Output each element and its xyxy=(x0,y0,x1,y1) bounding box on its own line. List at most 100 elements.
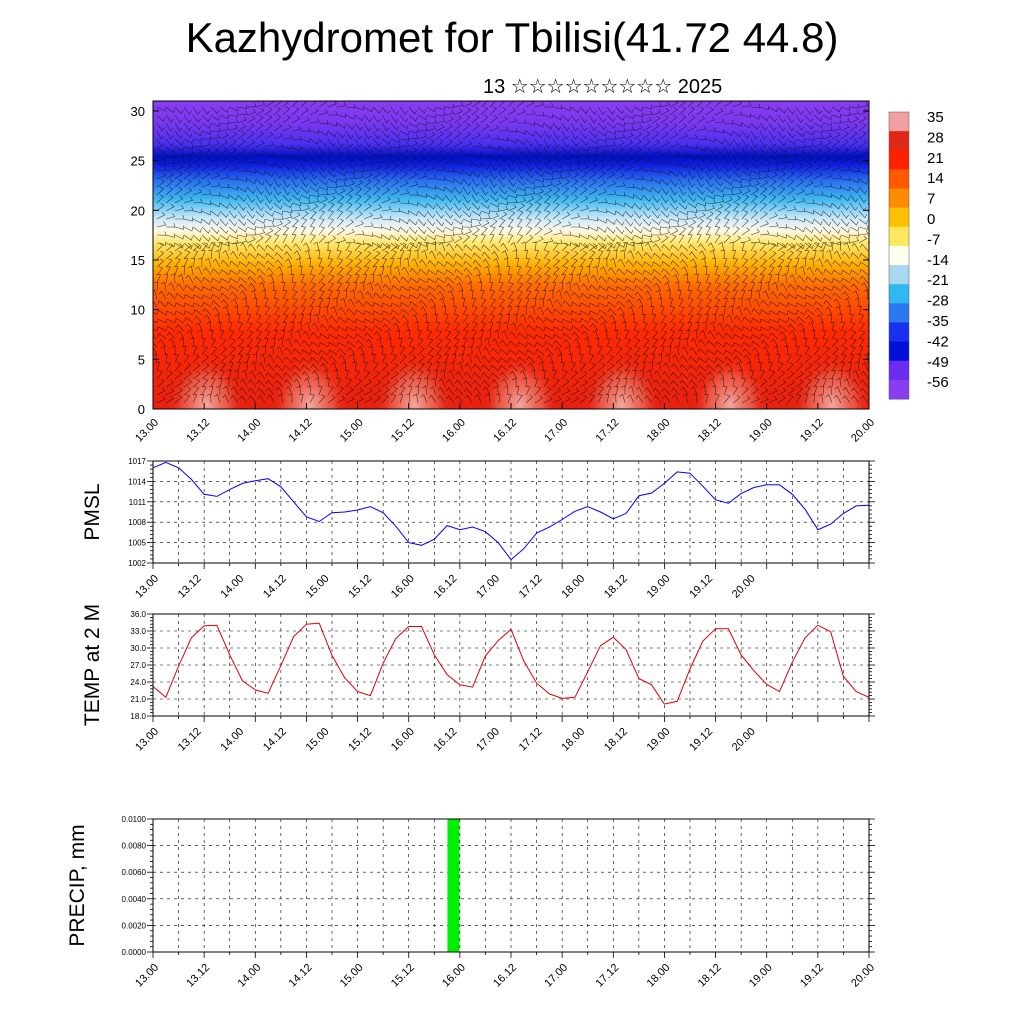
wind-barb xyxy=(419,259,428,268)
wind-barb xyxy=(660,178,670,186)
colorbar-label: 0 xyxy=(927,211,935,228)
wind-barb xyxy=(156,130,165,140)
wind-barb xyxy=(210,139,220,148)
wind-barb xyxy=(246,322,253,332)
wind-barb xyxy=(561,114,571,122)
wind-barb xyxy=(327,122,337,127)
wind-barb xyxy=(220,259,230,268)
y-tick-label: 1017 xyxy=(128,457,146,466)
wind-barb xyxy=(624,106,634,114)
wind-barb xyxy=(741,274,749,284)
x-tick-label: 16.00 xyxy=(440,962,468,990)
wind-barb xyxy=(354,186,363,196)
wind-barb xyxy=(277,393,284,404)
wind-barb xyxy=(364,318,374,324)
wind-barb xyxy=(328,333,338,340)
wind-barb xyxy=(480,298,487,308)
wind-barb xyxy=(813,370,821,380)
wind-barb xyxy=(430,305,437,316)
wind-barb xyxy=(355,299,365,308)
wind-barb xyxy=(175,317,185,324)
wind-barb xyxy=(417,346,425,356)
wind-barb xyxy=(575,273,581,284)
wind-barb xyxy=(156,172,166,180)
wind-barb xyxy=(525,282,533,292)
wind-barb xyxy=(437,290,446,300)
wind-barb xyxy=(768,370,776,380)
wind-barb xyxy=(822,218,832,227)
wind-barb xyxy=(292,348,302,356)
wind-barb xyxy=(175,324,185,332)
wind-barb xyxy=(381,379,391,388)
wind-barb xyxy=(561,130,570,140)
wind-barb xyxy=(201,362,210,372)
y-tick-label: 33.0 xyxy=(130,627,146,636)
wind-barb xyxy=(481,379,491,388)
wind-barb xyxy=(174,157,185,164)
wind-barb xyxy=(477,337,482,348)
wind-barb xyxy=(239,378,248,388)
wind-barb xyxy=(660,202,669,212)
wind-barb xyxy=(291,115,301,124)
wind-barb xyxy=(285,386,293,396)
wind-barb xyxy=(354,194,362,204)
wind-barb xyxy=(543,194,552,204)
wind-barb xyxy=(156,154,166,161)
wind-barb xyxy=(750,146,759,156)
wind-barb xyxy=(345,378,352,388)
wind-barb xyxy=(777,186,786,196)
wind-barb xyxy=(696,125,707,132)
wind-barb xyxy=(291,298,299,308)
wind-barb xyxy=(390,386,398,396)
wind-barb xyxy=(237,116,247,124)
x-tick-label: 19.12 xyxy=(687,726,715,754)
wind-barb xyxy=(858,149,869,156)
wind-barb xyxy=(428,250,437,260)
wind-barb xyxy=(760,333,770,340)
wind-barb xyxy=(606,141,617,148)
wind-barb xyxy=(160,345,167,356)
wind-barb xyxy=(435,362,440,372)
wind-barb xyxy=(471,202,481,211)
wind-barb xyxy=(435,322,441,332)
wind-barb xyxy=(702,321,707,332)
colorbar-swatch xyxy=(889,341,909,362)
wind-barb xyxy=(841,260,851,268)
wind-barb xyxy=(588,150,599,156)
wind-barb xyxy=(228,139,237,148)
wind-barb xyxy=(561,146,571,155)
wind-barb xyxy=(579,163,589,172)
wind-barb xyxy=(382,310,392,316)
wind-barb xyxy=(831,131,841,140)
wind-barb xyxy=(696,201,706,207)
wind-barb xyxy=(740,290,746,300)
wind-barb xyxy=(229,260,239,268)
wind-barb xyxy=(777,138,787,147)
wind-barb xyxy=(327,235,337,244)
wind-barb xyxy=(724,323,734,332)
wind-barb xyxy=(333,297,338,307)
wind-barb xyxy=(778,324,788,332)
wind-barb xyxy=(264,202,274,211)
wind-barb xyxy=(514,385,520,396)
wind-barb xyxy=(804,363,813,372)
wind-barb xyxy=(570,130,579,140)
wind-barb xyxy=(201,250,206,260)
wind-barb xyxy=(165,159,176,164)
wind-barb xyxy=(282,194,292,203)
wind-barb xyxy=(165,362,171,372)
wind-barb xyxy=(698,338,707,348)
wind-barb xyxy=(256,253,266,260)
wind-barb xyxy=(786,146,796,151)
wind-barb xyxy=(840,338,848,348)
wind-barb xyxy=(777,362,784,372)
wind-barb xyxy=(597,371,606,380)
wind-barb xyxy=(682,393,689,404)
wind-barb xyxy=(193,302,203,308)
wind-barb xyxy=(390,188,400,196)
wind-barb xyxy=(651,130,660,140)
wind-barb xyxy=(345,122,355,131)
wind-barb xyxy=(174,243,183,252)
wind-barb xyxy=(156,387,166,396)
wind-barb xyxy=(156,161,166,166)
